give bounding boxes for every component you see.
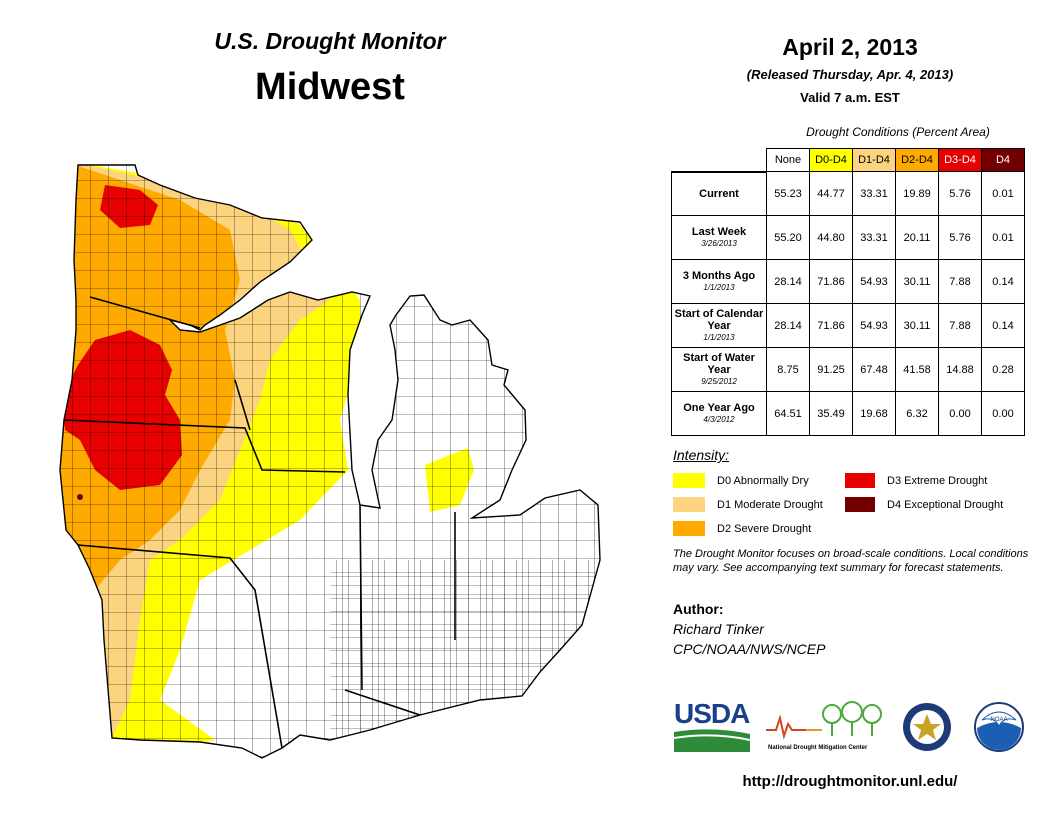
svg-text:NOAA: NOAA xyxy=(990,717,1007,723)
legend-item-d4: D4 Exceptional Drought xyxy=(845,497,1003,512)
noaa-logo: NOAA xyxy=(974,702,1024,752)
legend-swatch xyxy=(845,497,875,512)
row-label: Last Week 3/26/2013 xyxy=(671,215,767,260)
row-label: One Year Ago 4/3/2012 xyxy=(671,391,767,436)
legend-item-d1: D1 Moderate Drought xyxy=(673,497,823,512)
table-row: Start of Calendar Year 1/1/2013 28.14 71.… xyxy=(671,303,1025,348)
table-cell: 28.14 xyxy=(766,259,810,304)
table-cell: 7.88 xyxy=(938,303,982,348)
table-row: Current 55.23 44.77 33.31 19.89 5.76 0.0… xyxy=(671,171,1025,216)
table-cell: 0.28 xyxy=(981,347,1025,392)
table-header-row: None D0-D4 D1-D4 D2-D4 D3-D4 D4 xyxy=(671,148,1025,173)
table-row: Last Week 3/26/2013 55.20 44.80 33.31 20.… xyxy=(671,215,1025,260)
header-d4: D4 xyxy=(981,148,1025,172)
table-cell: 54.93 xyxy=(852,303,896,348)
author-org: CPC/NOAA/NWS/NCEP xyxy=(673,641,826,657)
drought-conditions-table: None D0-D4 D1-D4 D2-D4 D3-D4 D4 Current … xyxy=(671,148,1025,436)
table-cell: 5.76 xyxy=(938,171,982,216)
row-label: Current xyxy=(671,171,767,216)
table-caption: Drought Conditions (Percent Area) xyxy=(806,125,990,139)
table-corner xyxy=(671,148,767,173)
table-row: 3 Months Ago 1/1/2013 28.14 71.86 54.93 3… xyxy=(671,259,1025,304)
map-date: April 2, 2013 xyxy=(782,34,918,60)
usda-logo: USDA xyxy=(674,700,752,754)
table-cell: 33.31 xyxy=(852,171,896,216)
legend-swatch xyxy=(673,473,705,488)
valid-time: Valid 7 a.m. EST xyxy=(800,90,900,105)
table-cell: 0.14 xyxy=(981,259,1025,304)
table-cell: 30.11 xyxy=(895,259,939,304)
table-cell: 7.88 xyxy=(938,259,982,304)
table-cell: 33.31 xyxy=(852,215,896,260)
release-date: (Released Thursday, Apr. 4, 2013) xyxy=(746,67,954,82)
legend-swatch xyxy=(673,521,705,536)
table-cell: 8.75 xyxy=(766,347,810,392)
legend-label: D3 Extreme Drought xyxy=(887,474,988,487)
table-cell: 35.49 xyxy=(809,391,853,436)
legend-item-d3: D3 Extreme Drought xyxy=(845,473,987,488)
table-cell: 6.32 xyxy=(895,391,939,436)
author-name: Richard Tinker xyxy=(673,621,764,637)
legend-swatch xyxy=(845,473,875,488)
table-cell: 0.00 xyxy=(981,391,1025,436)
table-cell: 55.20 xyxy=(766,215,810,260)
table-cell: 44.77 xyxy=(809,171,853,216)
legend-item-d0: D0 Abnormally Dry xyxy=(673,473,809,488)
header-d0-d4: D0-D4 xyxy=(809,148,853,172)
row-label: Start of Water Year 9/25/2012 xyxy=(671,347,767,392)
website-link[interactable]: http://droughtmonitor.unl.edu/ xyxy=(742,773,958,790)
header-none: None xyxy=(766,148,810,172)
legend-swatch xyxy=(673,497,705,512)
table-cell: 54.93 xyxy=(852,259,896,304)
table-cell: 0.01 xyxy=(981,215,1025,260)
legend-item-d2: D2 Severe Drought xyxy=(673,521,811,536)
table-cell: 64.51 xyxy=(766,391,810,436)
disclaimer-note: The Drought Monitor focuses on broad-sca… xyxy=(673,548,1029,574)
header-d2-d4: D2-D4 xyxy=(895,148,939,172)
table-cell: 67.48 xyxy=(852,347,896,392)
table-cell: 5.76 xyxy=(938,215,982,260)
doc-seal-icon xyxy=(903,703,951,751)
table-cell: 55.23 xyxy=(766,171,810,216)
table-cell: 0.14 xyxy=(981,303,1025,348)
table-cell: 19.89 xyxy=(895,171,939,216)
legend-label: D2 Severe Drought xyxy=(717,522,812,535)
header-d3-d4: D3-D4 xyxy=(938,148,982,172)
table-cell: 20.11 xyxy=(895,215,939,260)
table-cell: 0.01 xyxy=(981,171,1025,216)
map-title: U.S. Drought Monitor xyxy=(214,28,446,54)
drought-map xyxy=(59,164,601,759)
row-label: Start of Calendar Year 1/1/2013 xyxy=(671,303,767,348)
legend-title: Intensity: xyxy=(673,447,730,463)
table-cell: 44.80 xyxy=(809,215,853,260)
legend-label: D0 Abnormally Dry xyxy=(717,474,809,487)
table-cell: 14.88 xyxy=(938,347,982,392)
table-cell: 28.14 xyxy=(766,303,810,348)
table-cell: 30.11 xyxy=(895,303,939,348)
table-cell: 19.68 xyxy=(852,391,896,436)
table-cell: 71.86 xyxy=(809,259,853,304)
table-cell: 91.25 xyxy=(809,347,853,392)
region-title: Midwest xyxy=(255,66,405,108)
table-cell: 71.86 xyxy=(809,303,853,348)
header-d1-d4: D1-D4 xyxy=(852,148,896,172)
table-row: One Year Ago 4/3/2012 64.51 35.49 19.68 6… xyxy=(671,391,1025,436)
legend-label: D4 Exceptional Drought xyxy=(887,498,1004,511)
author-heading: Author: xyxy=(673,601,724,617)
ndmc-logo: National Drought Mitigation Center xyxy=(766,700,886,754)
table-cell: 0.00 xyxy=(938,391,982,436)
table-row: Start of Water Year 9/25/2012 8.75 91.25 … xyxy=(671,347,1025,392)
row-label: 3 Months Ago 1/1/2013 xyxy=(671,259,767,304)
table-cell: 41.58 xyxy=(895,347,939,392)
legend-label: D1 Moderate Drought xyxy=(717,498,823,511)
